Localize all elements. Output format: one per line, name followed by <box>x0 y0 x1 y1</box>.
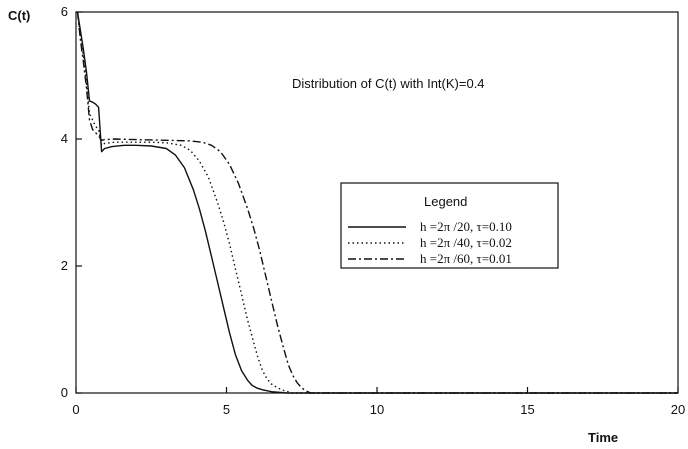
legend-entry-1: h =2π /20, τ=0.10 <box>420 219 512 234</box>
x-tick-label: 0 <box>72 402 79 417</box>
series-line-1 <box>76 11 678 394</box>
y-axis: 0 2 4 6 <box>61 4 82 400</box>
y-tick-label: 0 <box>61 385 68 400</box>
series-layer <box>76 11 678 394</box>
series-line-3 <box>76 11 678 394</box>
y-tick-label: 6 <box>61 4 68 19</box>
plot-area: 0 2 4 6 0 5 10 15 20 <box>61 4 685 417</box>
x-tick-label: 15 <box>520 402 534 417</box>
legend-entry-2: h =2π /40, τ=0.02 <box>420 235 512 250</box>
x-tick-label: 5 <box>223 402 230 417</box>
legend-title: Legend <box>424 194 467 209</box>
chart-annotation: Distribution of C(t) with Int(K)=0.4 <box>292 76 485 91</box>
legend: Legend h =2π /20, τ=0.10 h =2π /40, τ=0.… <box>340 182 559 269</box>
y-tick-label: 4 <box>61 131 68 146</box>
x-tick-label: 20 <box>671 402 685 417</box>
legend-box <box>340 182 559 269</box>
x-axis: 0 5 10 15 20 <box>72 387 685 417</box>
x-axis-label: Time <box>588 430 618 445</box>
x-tick-label: 10 <box>370 402 384 417</box>
y-axis-label: C(t) <box>8 8 30 23</box>
legend-entry-3: h =2π /60, τ=0.01 <box>420 251 512 266</box>
y-tick-label: 2 <box>61 258 68 273</box>
